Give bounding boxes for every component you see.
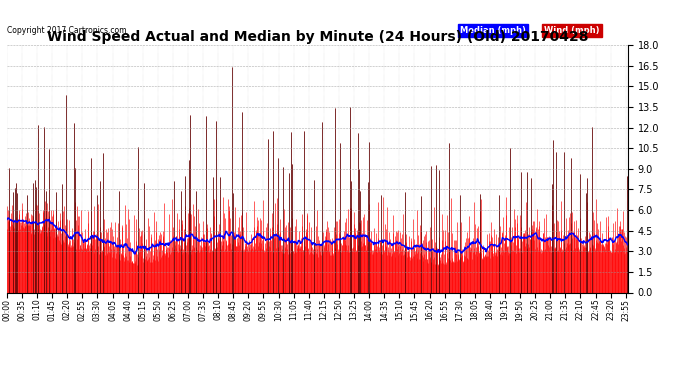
Text: Copyright 2017 Cartronics.com: Copyright 2017 Cartronics.com bbox=[7, 26, 126, 35]
Text: Median (mph): Median (mph) bbox=[460, 26, 526, 35]
Title: Wind Speed Actual and Median by Minute (24 Hours) (Old) 20170428: Wind Speed Actual and Median by Minute (… bbox=[47, 30, 588, 44]
Text: Wind (mph): Wind (mph) bbox=[544, 26, 600, 35]
